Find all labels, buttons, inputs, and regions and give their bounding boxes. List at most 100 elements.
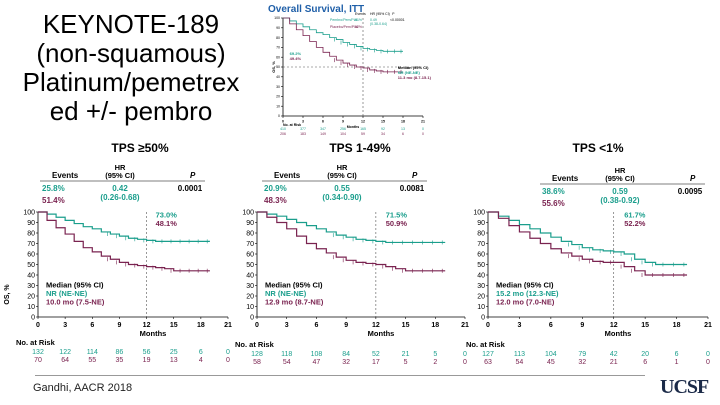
y-tick-label: 0 [278, 114, 280, 118]
chart-title: Overall Survival, ITT [268, 4, 364, 15]
y-tick-label: 10 [27, 304, 35, 311]
risk-count: 32 [342, 359, 350, 366]
y-tick-label: 20 [276, 95, 280, 99]
x-tick-label: 6 [549, 322, 553, 329]
risk-count: 108 [311, 351, 323, 358]
km-curve-pembro [38, 211, 210, 242]
risk-count: 21 [610, 359, 618, 366]
y-tick-label: 40 [477, 272, 485, 279]
legend-hr: 0.42 [112, 184, 128, 193]
risk-count: 0 [226, 357, 230, 364]
y-tick-label: 100 [274, 16, 280, 20]
chart-title: TPS 1-49% [329, 141, 391, 155]
chart-title: TPS ≥50% [111, 141, 169, 155]
median-pembro: NR (NE-NE) [398, 70, 421, 75]
x-tick-label: 21 [704, 322, 712, 329]
risk-count: 20 [641, 351, 649, 358]
slide-title: KEYNOTE-189 (non-squamous) Platinum/peme… [6, 10, 256, 126]
y-tick-label: 70 [27, 241, 35, 248]
risk-count: 5 [433, 351, 437, 358]
y-tick-label: 30 [276, 85, 280, 89]
x-tick-label: 3 [517, 322, 521, 329]
legend-ci: (0.38-0.92) [600, 196, 639, 205]
legend-hr-header: HR (95% CI) [370, 12, 390, 16]
median-placebo: 12.9 mo (8.7-NE) [265, 298, 324, 307]
risk-count: 52 [372, 351, 380, 358]
x-tick-label: 0 [282, 120, 284, 124]
km-curve-placebo [283, 17, 403, 73]
x-tick-label: 9 [342, 120, 344, 124]
risk-header: No. at Risk [16, 338, 56, 347]
x-axis-label: Months [368, 329, 395, 338]
title-line: ed +/- pembro [49, 96, 213, 126]
label-pembro-rate: 69.2% [290, 51, 302, 56]
y-tick-label: 20 [477, 293, 485, 300]
x-tick-label: 12 [610, 322, 618, 329]
risk-count: 42 [610, 351, 618, 358]
risk-count: 56 [143, 349, 151, 356]
y-tick-label: 60 [477, 251, 485, 258]
risk-count: 45 [547, 359, 555, 366]
x-tick-label: 6 [90, 322, 94, 329]
y-tick-label: 40 [246, 272, 254, 279]
risk-header: No. at Risk [235, 340, 275, 349]
median-header: Median (95% CI) [398, 65, 429, 70]
legend-p-header: P [412, 171, 418, 180]
legend-arm: Pembro/Pem/Plat [330, 18, 357, 22]
x-tick-label: 12 [372, 322, 380, 329]
y-tick-label: 40 [276, 75, 280, 79]
risk-count: 0 [226, 349, 230, 356]
median-pembro: NR (NE-NE) [46, 289, 88, 298]
x-tick-label: 0 [486, 322, 490, 329]
median-pembro: 15.2 mo (12.3-NE) [496, 289, 559, 298]
y-tick-label: 70 [276, 46, 280, 50]
risk-count: 55 [88, 357, 96, 364]
risk-count: 13 [170, 357, 178, 364]
risk-count: 377 [300, 127, 306, 131]
km-curve-placebo [38, 211, 210, 272]
y-tick-label: 90 [477, 220, 485, 227]
y-tick-label: 70 [477, 241, 485, 248]
legend-hr: 0.55 [334, 184, 350, 193]
y-tick-label: 20 [246, 293, 254, 300]
legend-hr: 0.49 [370, 18, 377, 22]
risk-count: 113 [514, 351, 525, 358]
y-tick-label: 0 [31, 314, 35, 321]
y-tick-label: 90 [27, 220, 35, 227]
x-tick-label: 12 [143, 322, 151, 329]
risk-count: 206 [280, 132, 286, 136]
risk-count: 0 [706, 359, 710, 366]
y-tick-label: 80 [276, 36, 280, 40]
legend-events-header: Events [52, 171, 79, 180]
x-tick-label: 15 [381, 120, 385, 124]
km-curve-pembro [257, 211, 446, 244]
legend-events: 52% [355, 25, 362, 29]
y-tick-label: 80 [477, 230, 485, 237]
x-tick-label: 3 [302, 120, 304, 124]
risk-count: 6 [675, 351, 679, 358]
x-tick-label: 18 [197, 322, 205, 329]
ucsf-logo: UCSF [660, 376, 709, 398]
legend-ci: (0.38-0.64) [370, 22, 387, 26]
risk-count: 4 [199, 357, 203, 364]
title-line: (non-squamous) [36, 38, 226, 68]
km-curve-pembro [488, 211, 688, 266]
risk-count: 84 [342, 351, 350, 358]
risk-count: 70 [34, 357, 42, 364]
y-tick-label: 80 [27, 230, 35, 237]
risk-count: 0 [422, 132, 424, 136]
risk-count: 17 [372, 359, 380, 366]
x-tick-label: 9 [117, 322, 121, 329]
risk-count: 59 [361, 132, 365, 136]
risk-header: No. at Risk [466, 340, 506, 349]
x-tick-label: 18 [431, 322, 439, 329]
x-tick-label: 15 [641, 322, 649, 329]
legend-events-placebo: 51.4% [42, 196, 65, 205]
x-tick-label: 12 [361, 120, 365, 124]
y-tick-label: 100 [23, 209, 35, 216]
label-placebo-rate: 49.4% [290, 56, 302, 61]
km-curve-placebo [488, 211, 688, 276]
y-tick-label: 30 [27, 283, 35, 290]
y-tick-label: 60 [27, 251, 35, 258]
risk-count: 165 [360, 127, 366, 131]
